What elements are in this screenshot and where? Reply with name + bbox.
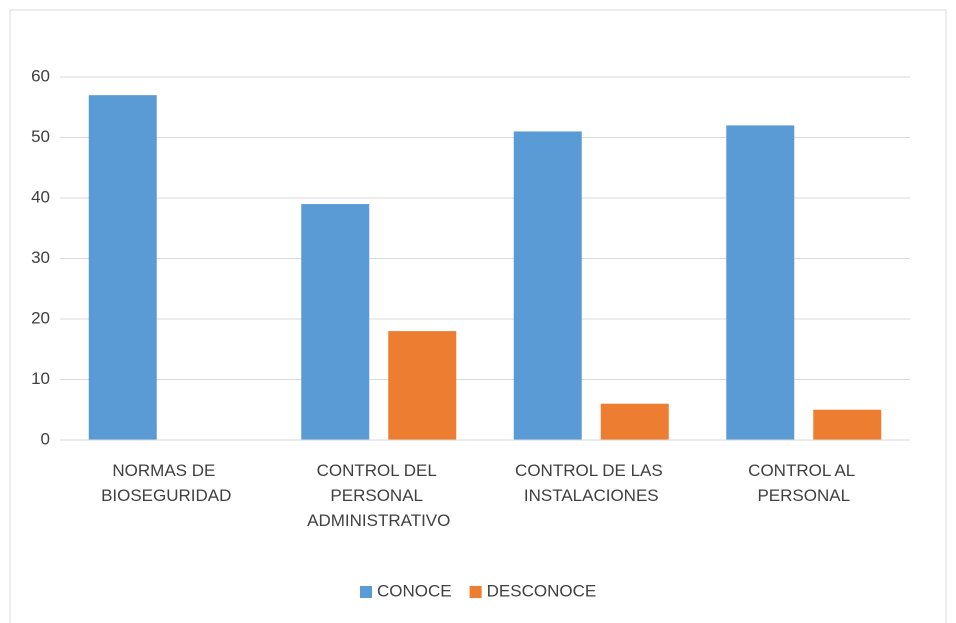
x-tick-label: CONTROL DEL PERSONAL ADMINISTRATIVO [307,461,450,530]
bar [88,95,157,441]
bar [813,409,882,440]
y-tick-label: 40 [31,187,50,206]
y-tick-label: 10 [31,369,50,388]
x-tick-label: NORMAS DE BIOSEGURIDAD [101,461,231,505]
bar [726,125,795,441]
y-tick-label: 20 [31,308,50,327]
legend-swatch [469,586,482,598]
y-tick-label: 0 [41,429,50,448]
bar [513,131,582,440]
legend-swatch [360,586,372,598]
x-tick-label: CONTROL DE LAS INSTALACIONES [515,461,667,505]
y-tick-label: 30 [31,248,50,267]
y-tick-label: 60 [31,66,50,85]
y-tick-label: 50 [31,127,50,146]
x-tick-label: CONTROL AL PERSONAL [748,461,859,505]
chart-frame [9,9,947,623]
bar [388,331,457,440]
legend-label: DESCONOCE [487,581,597,600]
bar [600,403,669,440]
bar [301,204,370,440]
legend-label: CONOCE [377,581,452,600]
